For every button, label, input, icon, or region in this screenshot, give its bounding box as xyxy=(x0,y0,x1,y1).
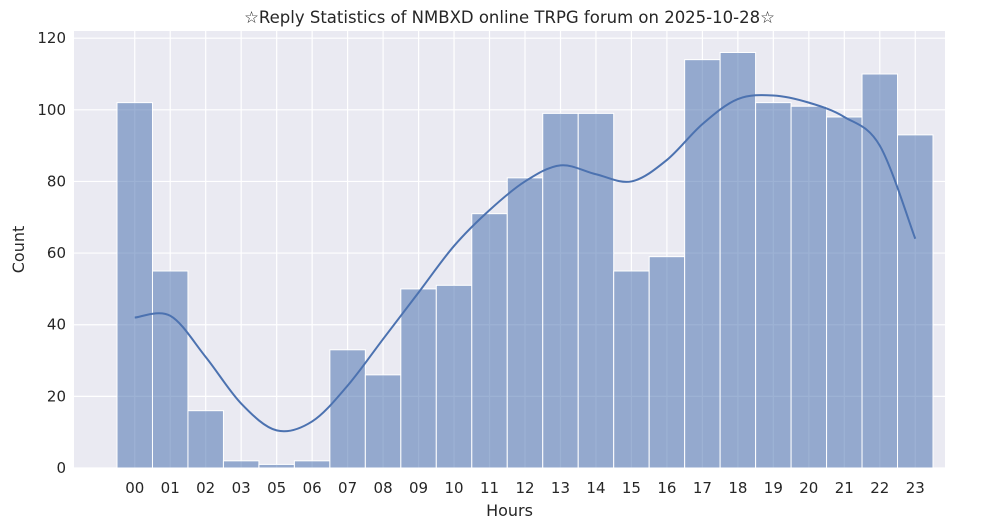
x-tick-label: 15 xyxy=(622,479,641,497)
bar-00 xyxy=(116,102,153,469)
x-tick-label: 10 xyxy=(444,479,463,497)
bar-12 xyxy=(506,177,544,469)
x-tick-label: 02 xyxy=(196,479,215,497)
bar-03 xyxy=(222,460,260,469)
bar-19 xyxy=(755,102,792,469)
x-tick-labels: 00 01 02 03 05 06 07 08 09 10 11 12 13 14 15 16 17 18 19 20… xyxy=(125,479,925,497)
bar-15 xyxy=(613,270,650,469)
x-tick-label: 17 xyxy=(693,479,712,497)
x-tick-label: 09 xyxy=(409,479,428,497)
x-tick-label: 16 xyxy=(657,479,676,497)
y-tick-label: 100 xyxy=(37,101,66,119)
y-tick-label: 80 xyxy=(47,172,66,190)
y-tick-label: 120 xyxy=(37,29,66,47)
x-tick-label: 06 xyxy=(303,479,322,497)
bar-23 xyxy=(897,134,934,469)
bar-14 xyxy=(577,112,615,469)
bar-01 xyxy=(151,270,189,469)
bar-17 xyxy=(684,59,721,469)
x-tick-label: 18 xyxy=(728,479,747,497)
bar-10 xyxy=(435,284,473,469)
x-tick-label: 05 xyxy=(267,479,286,497)
y-tick-label: 60 xyxy=(47,244,66,262)
y-tick-label: 0 xyxy=(56,459,66,477)
x-tick-label: 00 xyxy=(125,479,144,497)
bar-13 xyxy=(542,112,579,469)
bars xyxy=(116,51,934,469)
x-tick-label: 19 xyxy=(764,479,783,497)
y-tick-label: 40 xyxy=(47,316,66,334)
y-tick-label: 20 xyxy=(47,387,66,405)
x-tick-label: 21 xyxy=(835,479,854,497)
kde-curve xyxy=(134,94,917,433)
x-tick-label: 12 xyxy=(515,479,534,497)
bar-20 xyxy=(790,105,828,469)
bar-07 xyxy=(329,349,366,469)
kde-line xyxy=(134,94,917,433)
bar-21 xyxy=(826,116,863,469)
bar-05 xyxy=(258,463,295,469)
bar-11 xyxy=(471,213,508,469)
x-tick-label: 11 xyxy=(480,479,499,497)
bar-18 xyxy=(719,51,757,469)
bar-08 xyxy=(364,374,402,469)
x-tick-label: 13 xyxy=(551,479,570,497)
x-tick-label: 03 xyxy=(232,479,251,497)
bar-16 xyxy=(648,256,686,469)
bar-02 xyxy=(187,410,224,469)
bar-09 xyxy=(400,288,437,469)
x-tick-label: 14 xyxy=(586,479,605,497)
chart-title: ☆Reply Statistics of NMBXD online TRPG f… xyxy=(244,8,775,27)
x-axis-label: Hours xyxy=(486,501,533,520)
bar-22 xyxy=(861,73,899,469)
x-tick-label: 22 xyxy=(870,479,889,497)
x-tick-label: 08 xyxy=(374,479,393,497)
x-tick-label: 23 xyxy=(906,479,925,497)
x-tick-label: 20 xyxy=(799,479,818,497)
x-tick-label: 07 xyxy=(338,479,357,497)
y-tick-labels: 0 20 40 60 80 100 120 xyxy=(37,29,66,477)
y-axis-label: Count xyxy=(9,226,28,274)
x-tick-label: 01 xyxy=(161,479,180,497)
bar-06 xyxy=(293,460,331,469)
